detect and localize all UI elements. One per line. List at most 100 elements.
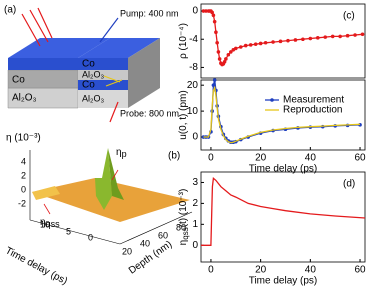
data-point (229, 50, 233, 54)
x-tick-label: 60 (354, 153, 366, 164)
y-axis-label-part: ρ (10⁻⁴) (178, 23, 189, 59)
y-tick-label: 10 (187, 106, 199, 117)
z-axis-label: η (10⁻³) (6, 133, 41, 144)
data-point (210, 10, 214, 15)
surface-plot (29, 148, 193, 245)
layer-label: Co (12, 75, 25, 86)
data-point (353, 33, 357, 37)
data-point (360, 32, 365, 37)
data-point (293, 38, 298, 42)
plot-frame (200, 79, 366, 151)
series-line (201, 177, 366, 246)
data-point (243, 43, 248, 48)
y-axis-label-part: u(0, t) (pm) (178, 90, 189, 139)
data-point (238, 45, 243, 49)
data-point (222, 59, 227, 64)
data-point (214, 30, 218, 34)
legend-label: Reproduction (283, 105, 342, 116)
x-axis-label: Time delay (ps) (249, 164, 318, 175)
plot-frame (200, 171, 366, 263)
probe-label: Probe: 800 nm (120, 108, 179, 118)
subscript: qss (46, 219, 61, 229)
layer-label: Co (82, 59, 95, 70)
y-tick-label: 0 (192, 6, 198, 17)
symbol: η (116, 147, 122, 158)
symbol: η (40, 217, 46, 228)
x-axis-label: Time delay (ps) (249, 276, 318, 286)
layer-diagram (7, 7, 160, 123)
t-tick-label: 10 (40, 219, 50, 229)
legend-label: Measurement (283, 95, 344, 106)
z-tick-label: 0 (21, 184, 26, 194)
data-point (211, 13, 216, 18)
layer-label: Al₂O₃ (82, 93, 104, 103)
y-tick-label: 2 (192, 198, 198, 209)
data-point (211, 83, 216, 87)
data-point (263, 40, 268, 45)
d-tick-label: 80 (176, 222, 186, 232)
data-point (226, 52, 231, 57)
data-point (217, 57, 222, 61)
eta-qss-label: ηqss (40, 217, 60, 230)
z-tick-label: -2 (18, 198, 26, 208)
data-point (224, 57, 228, 61)
data-point (216, 50, 221, 54)
data-point (258, 41, 263, 46)
data-point (315, 36, 320, 40)
subscript: p (122, 149, 127, 159)
d-tick-label: 60 (158, 230, 168, 240)
x-tick-label: 0 (208, 265, 214, 276)
series-line (203, 10, 363, 66)
data-point (248, 43, 253, 47)
panel-label: (c) (343, 11, 355, 22)
x-tick-label: 60 (354, 265, 366, 276)
t-tick-label: 0 (88, 232, 93, 242)
y-tick-label: 0 (192, 240, 198, 251)
data-point (212, 19, 217, 24)
y-axis-label-part: η (178, 240, 189, 246)
layer-label: Al₂O₃ (82, 69, 104, 79)
y-tick-label: -4 (189, 34, 198, 45)
x-tick-label: 0 (208, 153, 214, 164)
d-axis-label: Depth (nm) (127, 239, 174, 277)
data-point (204, 9, 208, 13)
t-tick-label: 5 (66, 226, 71, 236)
x-tick-label: 40 (305, 153, 317, 164)
z-tick-label: 2 (21, 170, 26, 180)
data-point (278, 39, 283, 44)
y-axis-label: ηqss(t) (10⁻³) (178, 189, 190, 246)
data-point (233, 46, 238, 51)
y-axis-label-part: (t) (10⁻³) (178, 189, 189, 228)
y-tick-label: 20 (187, 80, 199, 91)
y-tick-label: -8 (189, 62, 198, 73)
y-axis-label: u(0, t) (pm) (178, 90, 189, 139)
eta-p-label: ηp (116, 147, 127, 160)
d-tick-label: 20 (122, 246, 132, 256)
data-point (271, 40, 275, 44)
data-point (301, 37, 305, 42)
pump-label: Pump: 400 nm (120, 8, 179, 18)
layer-label: Co (82, 80, 95, 91)
data-point (212, 78, 217, 82)
data-point (215, 40, 219, 45)
z-tick-label: 4 (21, 156, 26, 166)
x-tick-label: 20 (255, 265, 267, 276)
data-point (308, 36, 313, 41)
layer-label: Al₂O₃ (12, 93, 37, 104)
panel-label: (a) (4, 5, 16, 16)
data-point (323, 35, 328, 39)
d-tick-label: 40 (140, 238, 150, 248)
legend-marker (270, 98, 274, 102)
series-line (203, 85, 361, 144)
y-axis-label-part: qss (181, 227, 190, 239)
x-tick-label: 20 (255, 153, 267, 164)
plot-frame (200, 3, 366, 79)
data-point (286, 38, 290, 43)
data-point (345, 33, 350, 38)
data-point (338, 34, 342, 39)
data-point (330, 34, 335, 39)
panel-label: (b) (168, 151, 180, 162)
t-axis-label: Time delay (ps) (3, 245, 69, 286)
y-tick-label: 1 (192, 219, 198, 230)
